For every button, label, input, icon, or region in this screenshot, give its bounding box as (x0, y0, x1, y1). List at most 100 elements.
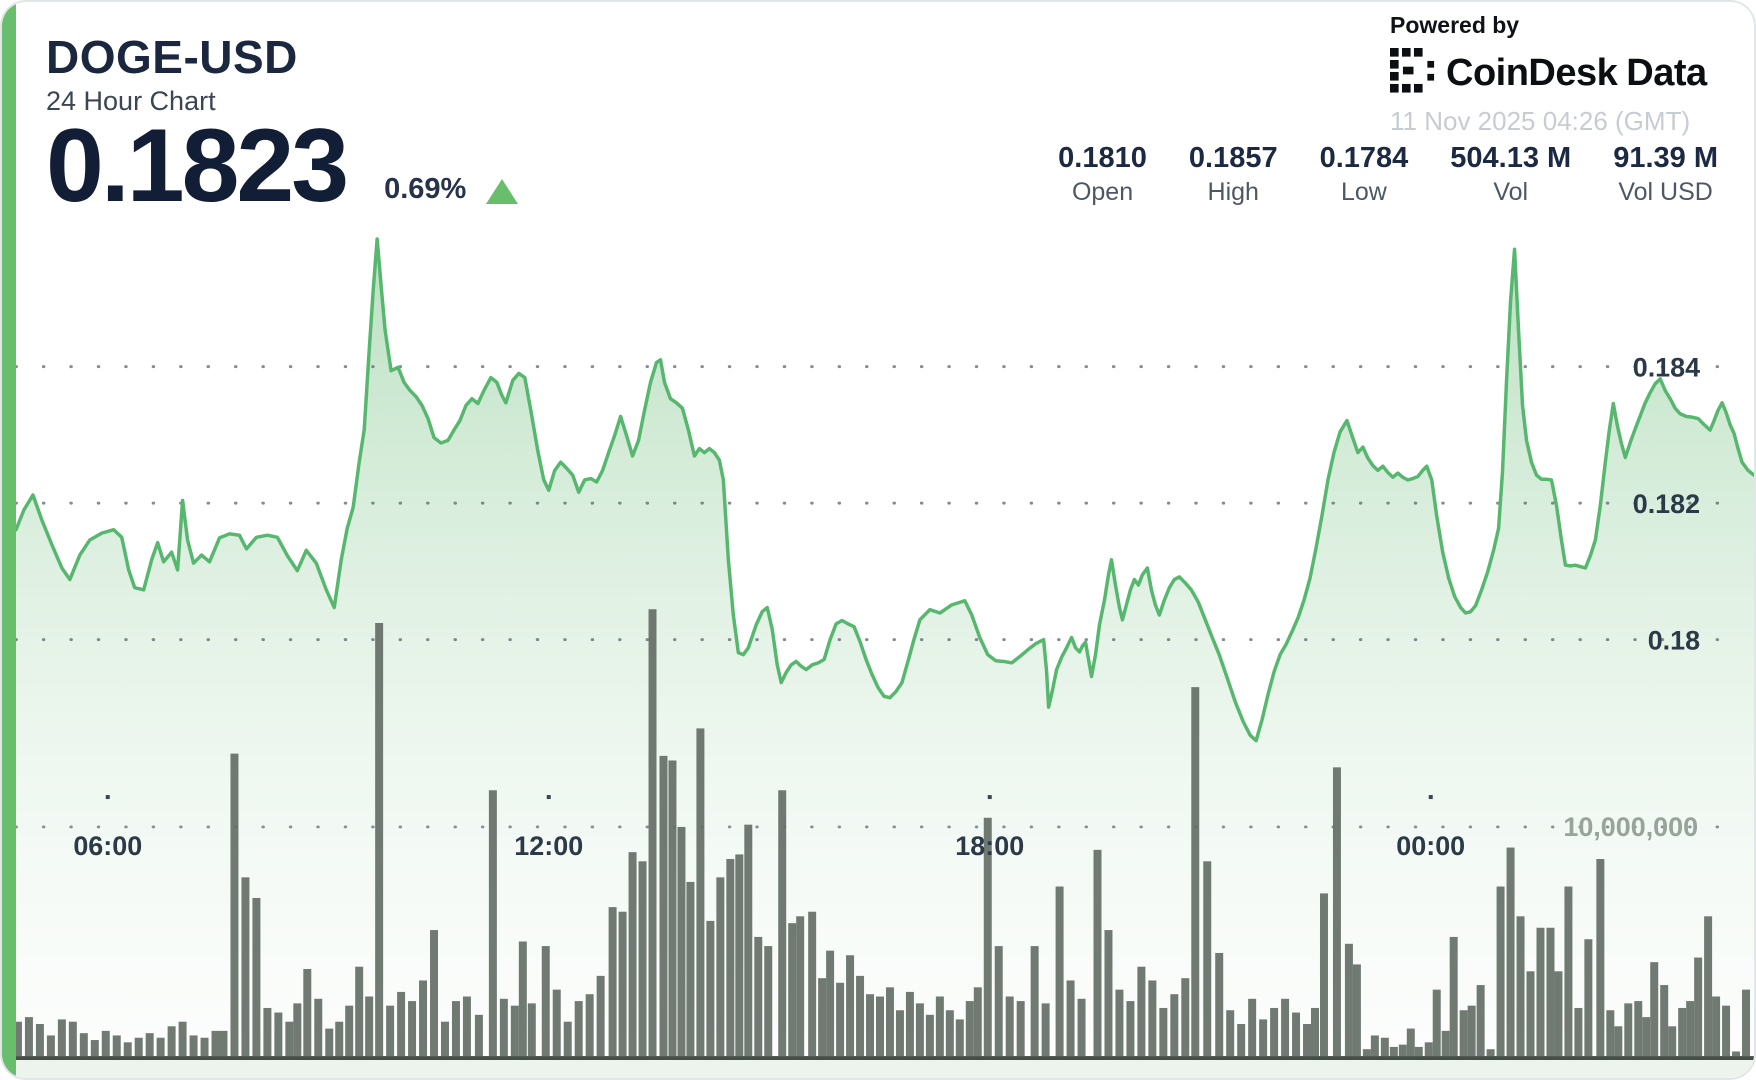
volume-bar (1077, 998, 1086, 1057)
volume-bar (1414, 1046, 1423, 1057)
volume-bar (1660, 985, 1669, 1057)
volume-bar (189, 1035, 198, 1057)
volume-bar (796, 916, 805, 1057)
volume-bar (1596, 859, 1605, 1057)
volume-bar (1704, 916, 1713, 1057)
volume-bar (1362, 1049, 1371, 1057)
price-area-fill (15, 239, 1754, 1057)
volume-bar (1694, 957, 1703, 1057)
coindesk-logo-icon (1390, 48, 1436, 99)
volume-bar (1459, 1010, 1468, 1057)
volume-bar (935, 996, 944, 1057)
volume-bar (419, 980, 428, 1057)
volume-bar (895, 1010, 904, 1057)
volume-bar (1668, 1026, 1677, 1057)
volume-bar (1389, 1046, 1398, 1057)
volume-bar (112, 1035, 121, 1057)
volume-bar (1148, 980, 1157, 1057)
volume-bar (13, 1021, 22, 1057)
stat-open-label: Open (1071, 178, 1134, 206)
volume-bar (818, 978, 827, 1057)
volume-bar (1449, 936, 1458, 1057)
volume-bar (386, 1005, 395, 1057)
volume-bar (79, 1033, 88, 1057)
volume-bar (178, 1021, 187, 1057)
x-axis-baseline (15, 1056, 1754, 1061)
volume-bar (167, 1026, 176, 1057)
volume-bar (1259, 1019, 1268, 1057)
volume-bar (608, 907, 617, 1057)
volume-bar (1248, 998, 1257, 1057)
volume-bar (1614, 1026, 1623, 1057)
volume-bar (397, 991, 406, 1057)
x-axis-time-label: 18:00 (955, 831, 1024, 861)
volume-bar (68, 1021, 77, 1057)
y-axis-price-label: 0.182 (1633, 489, 1700, 519)
volume-bar (345, 1005, 354, 1057)
volume-bar (1332, 767, 1341, 1057)
volume-bar (101, 1030, 110, 1057)
volume-bar (355, 966, 364, 1057)
volume-bar (303, 969, 312, 1057)
volume-bar (754, 936, 763, 1057)
stat-open: 0.1810 Open (1058, 142, 1147, 207)
volume-bar (35, 1024, 44, 1057)
volume-bar (1678, 1007, 1687, 1057)
volume-bar (876, 996, 884, 1057)
volume-bar (1237, 1024, 1246, 1057)
volume-bar (1496, 886, 1505, 1057)
volume-bar (1352, 964, 1361, 1057)
volume-bar (1170, 994, 1179, 1057)
volume-bar (994, 946, 1003, 1057)
volume-bar (618, 911, 627, 1057)
up-triangle-icon (486, 179, 519, 204)
volume-bar (451, 1001, 460, 1057)
volume-bar (1650, 962, 1659, 1057)
volume-bar (57, 1019, 66, 1057)
volume-bar (527, 1003, 536, 1057)
volume-bar (375, 622, 384, 1057)
x-tick-dot (1428, 795, 1433, 800)
volume-bar (628, 852, 637, 1057)
volume-bar (518, 941, 527, 1057)
volume-bar (499, 998, 508, 1057)
volume-bar (1606, 1010, 1615, 1057)
volume-bar (1319, 893, 1328, 1057)
powered-by-block: Powered by CoinDesk Data 11 Nov 2025 04:… (1390, 12, 1750, 137)
volume-bar (430, 930, 439, 1057)
volume-bar (440, 1021, 449, 1057)
volume-bar (1742, 989, 1751, 1057)
volume-bar (1476, 985, 1485, 1057)
volume-bar (866, 994, 875, 1057)
volume-bar (1159, 1007, 1168, 1057)
volume-bar (1486, 1049, 1495, 1057)
volume-bar (1203, 861, 1212, 1057)
x-axis-time-label: 00:00 (1396, 831, 1465, 861)
stat-vol-label: Vol (1493, 178, 1529, 206)
volume-bar (293, 1003, 302, 1057)
volume-bar (462, 996, 471, 1057)
volume-bar (1292, 1012, 1301, 1057)
volume-bar (1344, 943, 1353, 1057)
x-axis-time-label: 06:00 (73, 831, 142, 861)
price-line (14, 237, 1754, 743)
volume-bar (1030, 946, 1039, 1057)
y-axis-price-label: 0.18 (1648, 626, 1700, 656)
volume-bar (726, 859, 735, 1057)
stats-row: 0.1810 Open 0.1857 High 0.1784 Low 504.1… (1058, 142, 1718, 207)
volume-bar (552, 989, 561, 1057)
volume-bar (263, 1007, 272, 1057)
volume-bar (808, 911, 817, 1057)
volume-bar (488, 790, 497, 1057)
volume-bar (596, 975, 605, 1057)
volume-bar (585, 994, 594, 1057)
y-axis-price-label: 0.184 (1633, 353, 1700, 383)
volume-bar (408, 1001, 417, 1057)
volume-bar (1467, 1005, 1476, 1057)
powered-by-label: Powered by (1390, 12, 1520, 38)
volume-bar (973, 987, 982, 1057)
volume-bar (668, 760, 677, 1057)
volume-bar (335, 1021, 344, 1057)
